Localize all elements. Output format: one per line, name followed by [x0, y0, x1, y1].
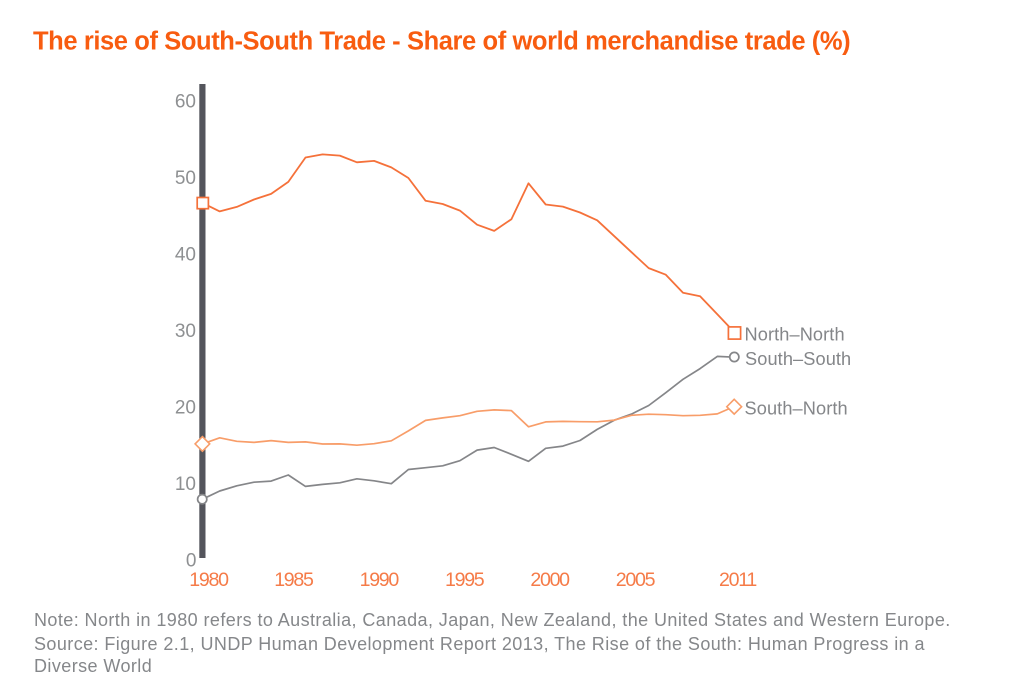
svg-text:30: 30 — [175, 321, 196, 342]
svg-text:2000: 2000 — [530, 569, 570, 591]
svg-text:1990: 1990 — [360, 569, 400, 591]
svg-text:0: 0 — [186, 550, 197, 571]
svg-text:20: 20 — [175, 398, 196, 419]
svg-text:1985: 1985 — [274, 569, 314, 591]
svg-text:2005: 2005 — [616, 569, 656, 591]
svg-text:South–North: South–North — [745, 399, 848, 419]
svg-text:South–South: South–South — [745, 349, 851, 369]
svg-text:North–North: North–North — [745, 325, 845, 345]
svg-text:2011: 2011 — [719, 569, 756, 591]
svg-text:Source: Figure 2.1, UNDP Human: Source: Figure 2.1, UNDP Human Developme… — [34, 634, 925, 654]
svg-text:The rise of South-South Trade: The rise of South-South Trade - Share of… — [33, 28, 850, 56]
svg-text:60: 60 — [175, 92, 196, 113]
svg-text:40: 40 — [175, 245, 196, 266]
svg-text:Note: North in 1980 refers to: Note: North in 1980 refers to Australia,… — [34, 610, 951, 630]
svg-text:1980: 1980 — [189, 569, 229, 591]
svg-text:1995: 1995 — [445, 569, 485, 591]
svg-text:50: 50 — [175, 168, 196, 189]
svg-text:Diverse World: Diverse World — [34, 656, 152, 676]
svg-text:10: 10 — [175, 474, 196, 495]
